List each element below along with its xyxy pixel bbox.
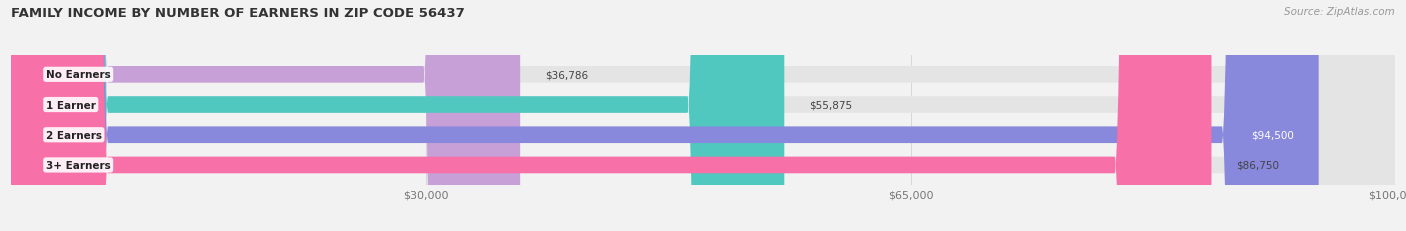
FancyBboxPatch shape [11,0,1395,231]
Text: Source: ZipAtlas.com: Source: ZipAtlas.com [1284,7,1395,17]
FancyBboxPatch shape [11,0,1395,231]
FancyBboxPatch shape [11,0,1395,231]
Text: $55,875: $55,875 [810,100,852,110]
FancyBboxPatch shape [11,0,785,231]
Text: $94,500: $94,500 [1251,130,1294,140]
Text: $86,750: $86,750 [1236,160,1279,170]
FancyBboxPatch shape [11,0,1395,231]
FancyBboxPatch shape [11,0,1212,231]
Text: No Earners: No Earners [46,70,111,80]
Text: 1 Earner: 1 Earner [46,100,96,110]
Text: 3+ Earners: 3+ Earners [46,160,111,170]
Text: $36,786: $36,786 [546,70,588,80]
FancyBboxPatch shape [11,0,1319,231]
Text: FAMILY INCOME BY NUMBER OF EARNERS IN ZIP CODE 56437: FAMILY INCOME BY NUMBER OF EARNERS IN ZI… [11,7,465,20]
FancyBboxPatch shape [11,0,520,231]
Text: 2 Earners: 2 Earners [46,130,101,140]
